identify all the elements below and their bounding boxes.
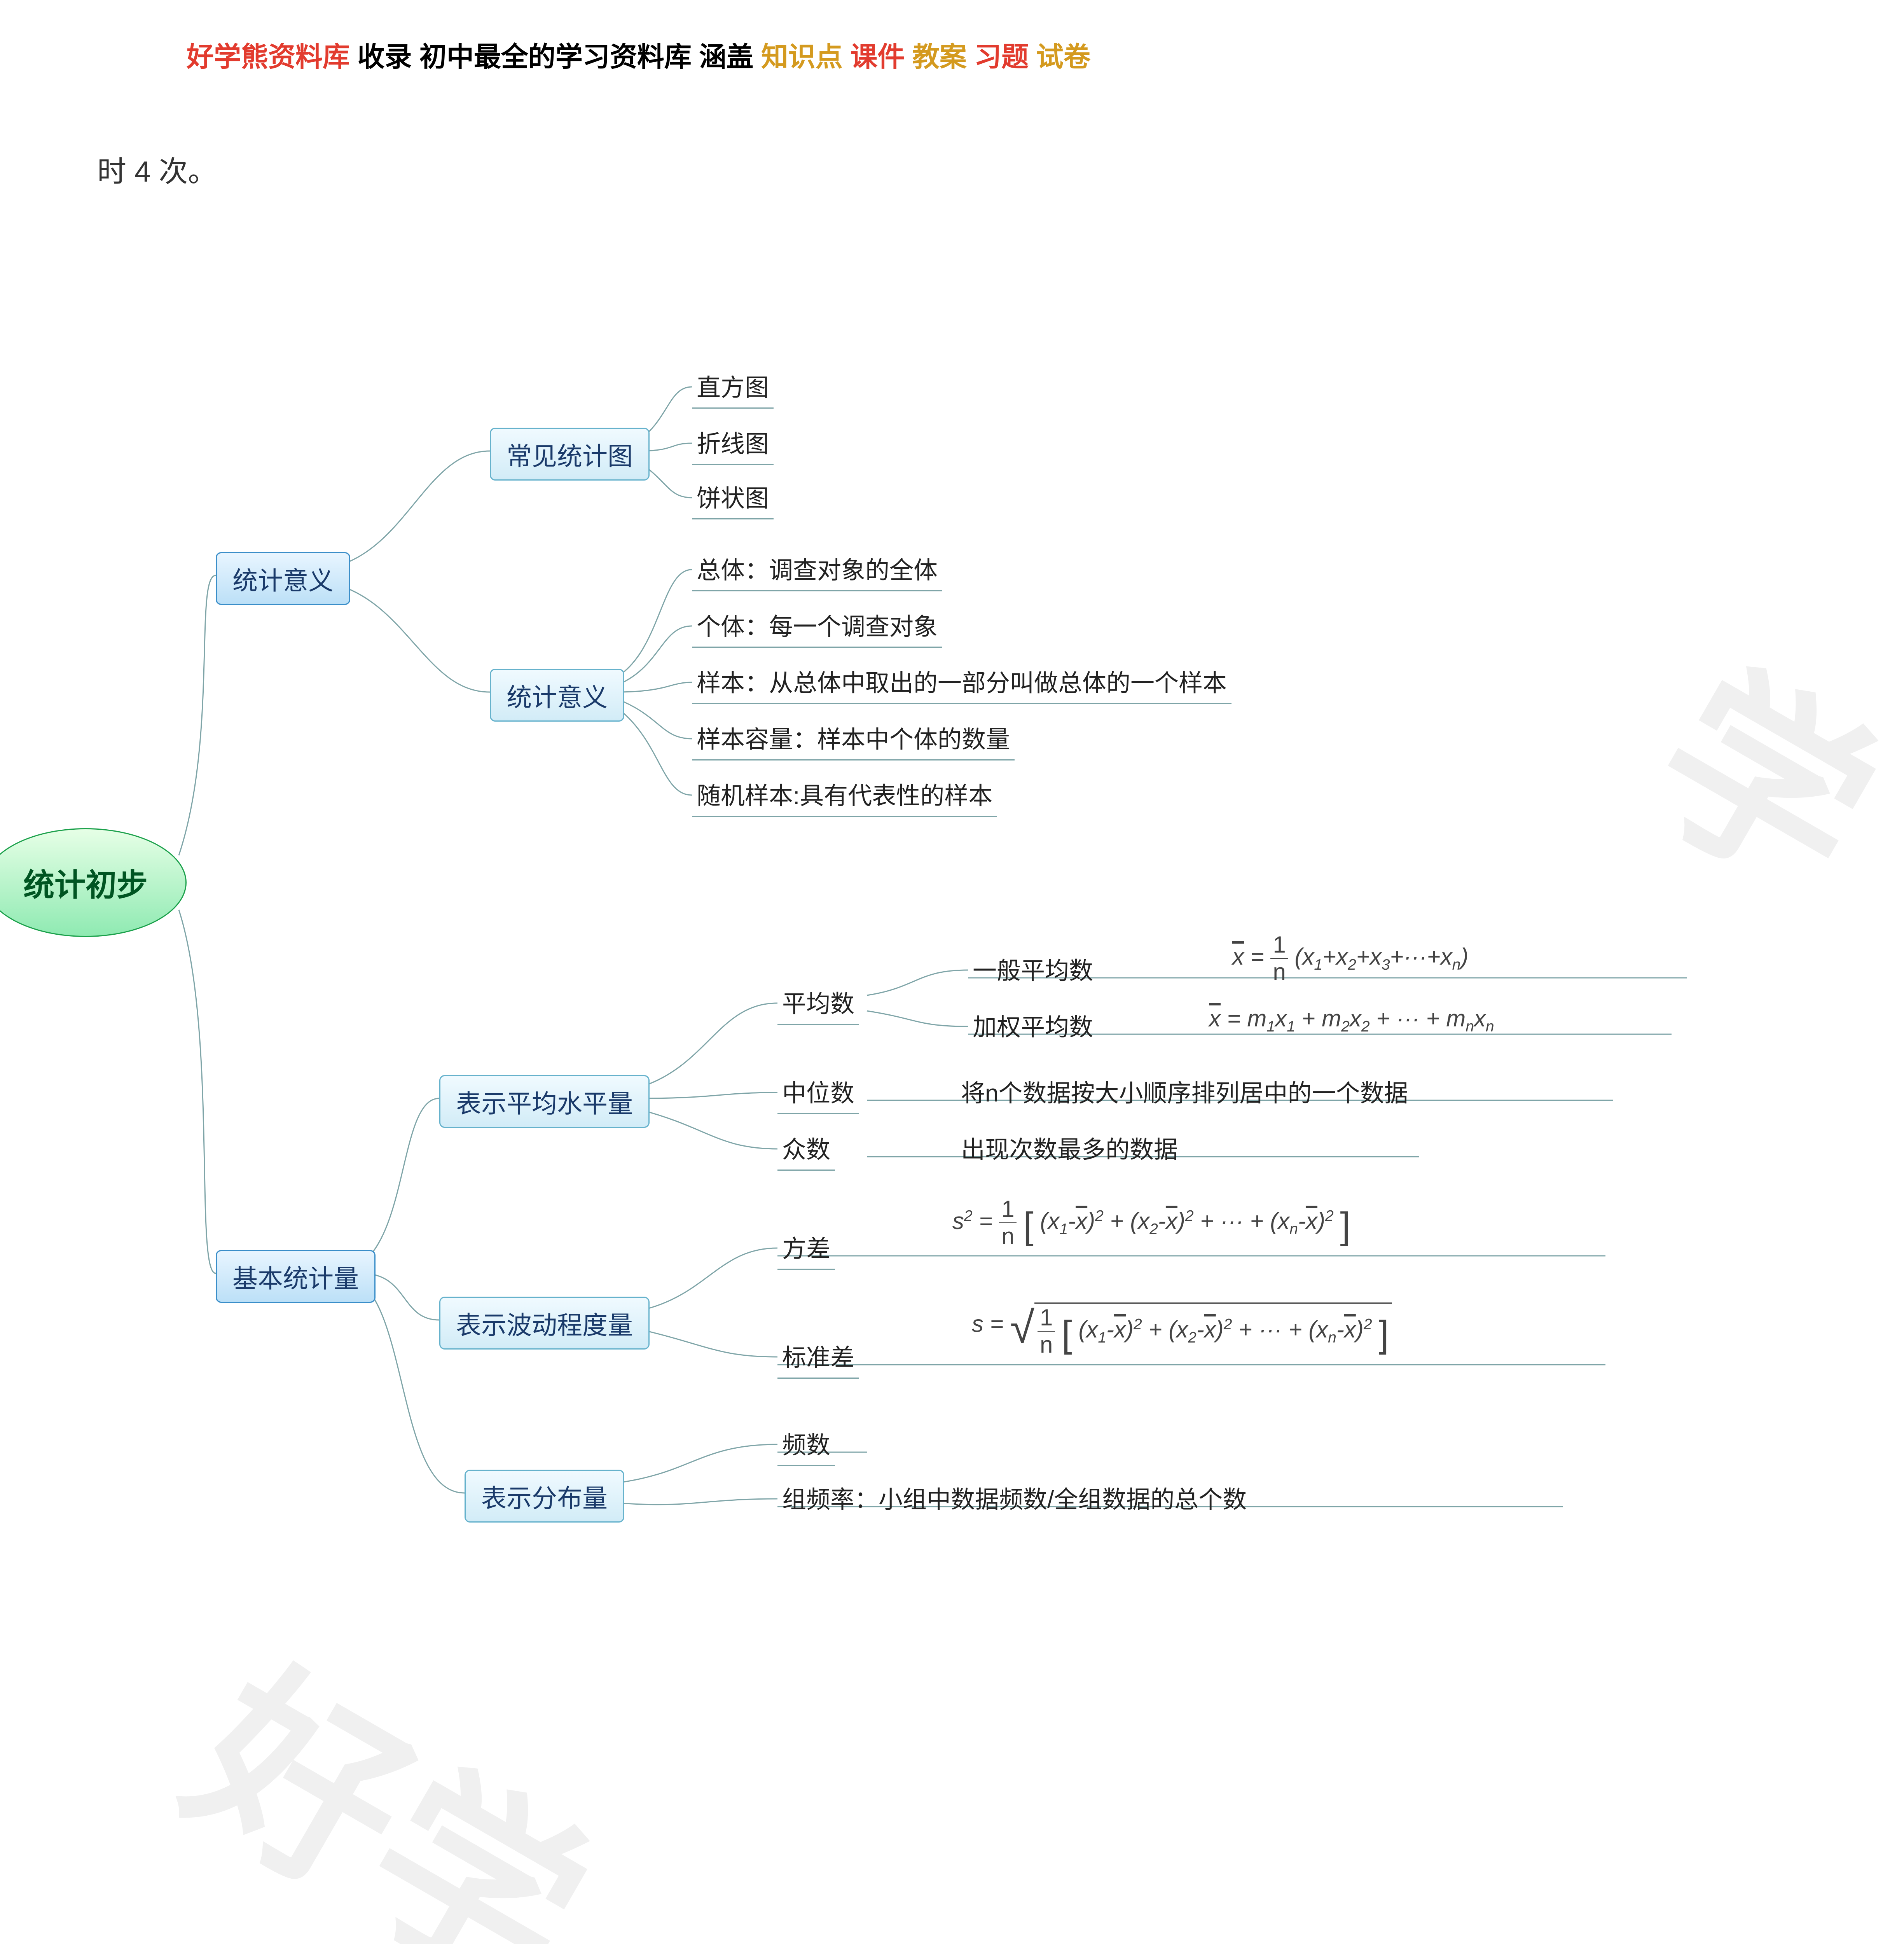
banner-seg-4: 课件 [850,42,912,72]
node-distribution: 表示分布量 [465,1470,624,1523]
banner-seg-6: 习题 [974,42,1036,72]
leaf-mode: 众数 [777,1128,835,1171]
banner-seg-7: 试卷 [1036,42,1091,72]
node-common-stat-graphs: 常见统计图 [490,428,650,481]
leaf-group-freq: 组频率：小组中数据频数/全组数据的总个数 [777,1477,1251,1519]
leaf-variance: 方差 [777,1227,835,1270]
banner-seg-3: 知识点 [761,42,850,72]
header-banner: 好学熊资料库 收录 初中最全的学习资料库 涵盖 知识点 课件 教案 习题 试卷 [187,35,1091,74]
leaf-piechart: 饼状图 [692,476,774,519]
node-stat-meaning-sub: 统计意义 [490,669,624,722]
leaf-sample: 样本：从总体中取出的一部分叫做总体的一个样本 [692,661,1231,704]
formula-stddev: s = √ 1n [ (x1-x)2 + (x2-x)2 + ··· + (xn… [972,1302,1392,1357]
leaf-random-sample: 随机样本:具有代表性的样本 [692,774,997,817]
banner-seg-5: 教案 [912,42,974,72]
leaf-sample-size: 样本容量：样本中个体的数量 [692,717,1015,760]
leaf-mode-desc: 出现次数最多的数据 [956,1128,1183,1170]
top-fragment: 时 4 次。 [97,148,217,190]
formula-weighted-mean: x = m1x1 + m2x2 + ··· + mnxn [1209,1005,1494,1035]
node-statistical-meaning: 统计意义 [216,552,350,605]
banner-seg-1: 收录 [357,42,419,72]
leaf-population: 总体：调查对象的全体 [692,548,942,591]
leaf-median: 中位数 [777,1071,859,1114]
leaf-histogram: 直方图 [692,365,774,409]
banner-seg-0: 好学熊资料库 [187,42,357,72]
formula-mean: x = 1n (x1+x2+x3+···+xn) [1232,933,1468,984]
leaf-frequency: 频数 [777,1423,835,1466]
leaf-stddev: 标准差 [777,1336,859,1379]
leaf-weighted-mean: 加权平均数 [968,1005,1098,1047]
mindmap-root: 统计初步 [0,828,187,937]
watermark-2: 学 [1612,591,1904,946]
banner-seg-2: 初中最全的学习资料库 涵盖 [419,42,753,72]
leaf-mean: 平均数 [777,982,859,1025]
node-dispersion: 表示波动程度量 [439,1297,650,1350]
watermark-1: 好学 [148,1590,645,1944]
node-basic-statistics: 基本统计量 [216,1250,376,1303]
leaf-linechart: 折线图 [692,422,774,465]
leaf-median-desc: 将n个数据按大小顺序排列居中的一个数据 [956,1071,1413,1113]
leaf-individual: 个体：每一个调查对象 [692,605,942,648]
leaf-simple-mean: 一般平均数 [968,949,1098,991]
formula-variance: s2 = 1n [ (x1-x)2 + (x2-x)2 + ··· + (xn-… [952,1198,1350,1248]
node-average-level: 表示平均水平量 [439,1075,650,1128]
